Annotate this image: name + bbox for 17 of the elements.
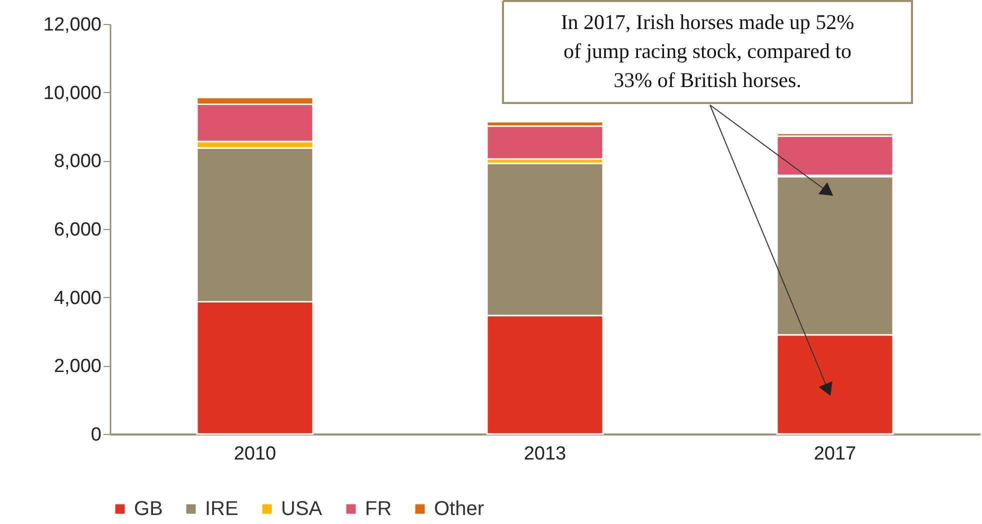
legend-label: Other — [434, 498, 484, 520]
y-tick-label: 8,000 — [54, 151, 102, 172]
y-tick-label: 2,000 — [54, 356, 102, 378]
legend-label: GB — [134, 498, 163, 520]
annotation: In 2017, Irish horses made up 52% of jump racing stock, compared to 33% of British horses. — [560, 10, 854, 92]
y-tick-label: 0 — [90, 424, 102, 446]
legend-label: USA — [281, 498, 323, 520]
y-tick-label: 12,000 — [43, 14, 102, 36]
x-tick-label: 2013 — [524, 444, 566, 464]
x-tick-label: 2017 — [814, 444, 856, 464]
y-tick-label: 4,000 — [54, 288, 102, 309]
y-tick-label: 10,000 — [43, 82, 102, 104]
x-tick-label: 2010 — [234, 444, 276, 464]
y-tick-label: 6,000 — [54, 220, 102, 240]
bar — [486, 125, 604, 160]
legend-label: IRE — [205, 498, 238, 520]
legend-label: FR — [365, 498, 392, 520]
